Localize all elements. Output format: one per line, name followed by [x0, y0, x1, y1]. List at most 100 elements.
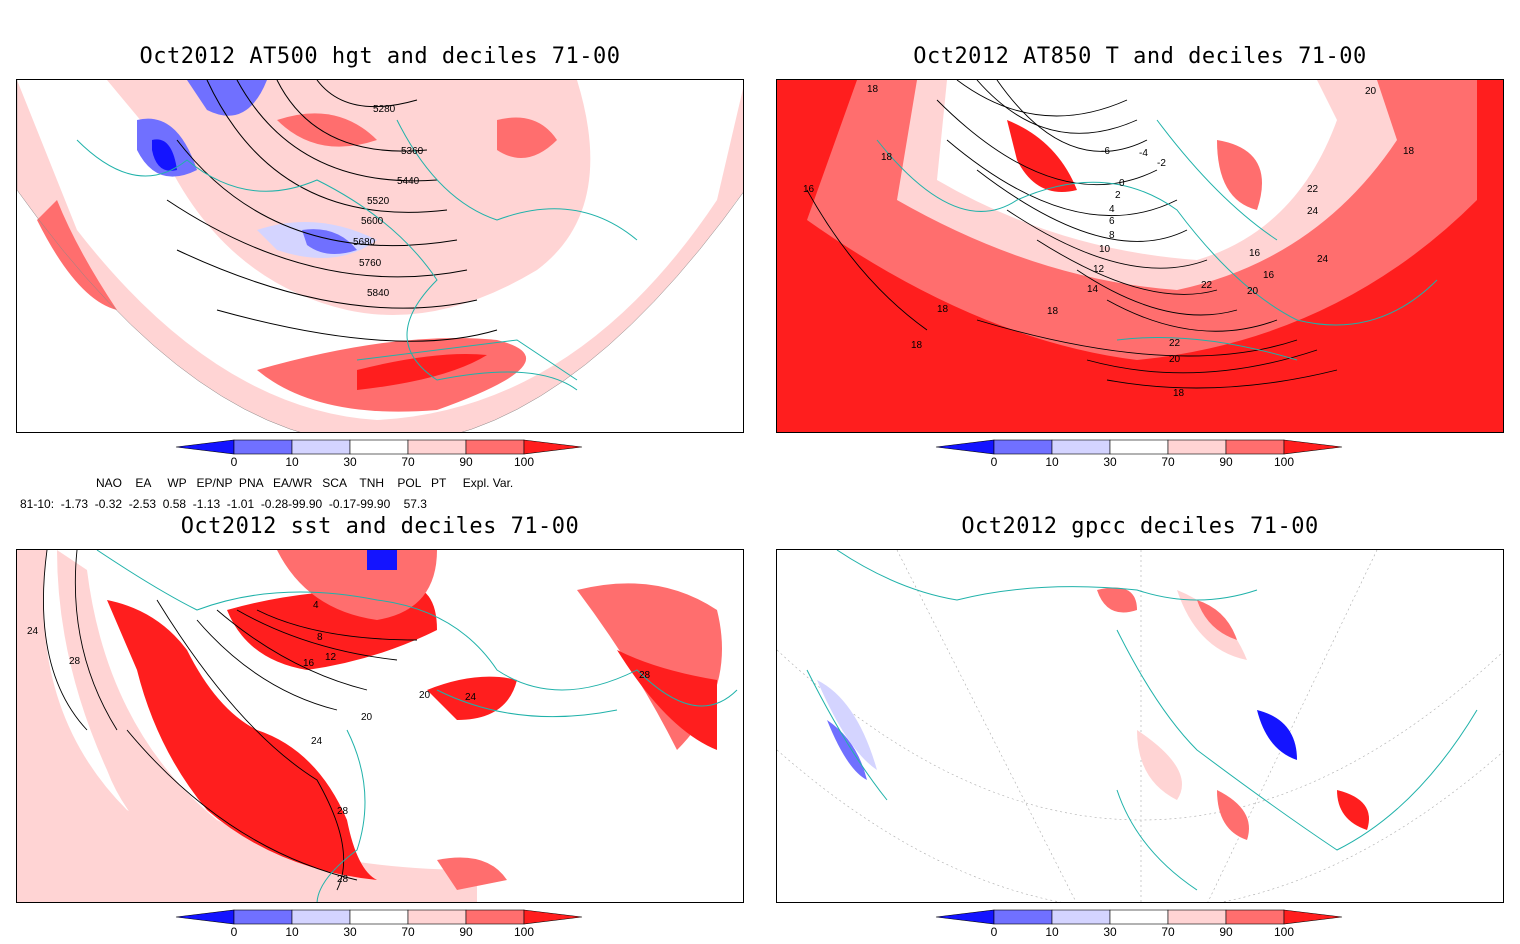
contour-label: 10 — [1099, 244, 1111, 255]
map-panel-gpcc — [776, 549, 1504, 903]
colorbar-swatch — [1283, 909, 1343, 925]
contour-label: 5600 — [361, 216, 384, 227]
contour-label: 20 — [419, 690, 431, 701]
colorbar-swatch — [1051, 909, 1111, 925]
contour-label: 4 — [1109, 204, 1115, 215]
contour-label: 6 — [1109, 216, 1115, 227]
contour-label: 24 — [311, 736, 323, 747]
contour-label: 8 — [317, 632, 323, 643]
contour-label: -6 — [1101, 146, 1110, 157]
contour-label: 22 — [1201, 280, 1213, 291]
contour-label: 12 — [1093, 264, 1105, 275]
colorbar-tick: 90 — [1219, 925, 1233, 939]
colorbar-tick: 0 — [990, 455, 998, 469]
contour-label: 5280 — [373, 104, 396, 115]
colorbar-swatch — [291, 439, 351, 455]
colorbar-swatch — [349, 439, 409, 455]
colorbar-tick: 10 — [285, 925, 299, 939]
colorbar-swatches — [935, 909, 1343, 925]
colorbar-swatch — [233, 439, 293, 455]
colorbar-swatches — [935, 439, 1343, 455]
contour-label: 20 — [1247, 286, 1259, 297]
contour-label: 18 — [937, 304, 949, 315]
colorbar-tick: 30 — [1103, 925, 1117, 939]
contour-label: 24 — [465, 692, 477, 703]
colorbar-tick: 100 — [1273, 455, 1295, 469]
contour-label: 5360 — [401, 146, 424, 157]
colorbar-swatch — [1167, 909, 1227, 925]
contour-label: 18 — [911, 340, 923, 351]
contour-label: 22 — [1169, 338, 1181, 349]
contour-label: 16 — [303, 658, 315, 669]
panel-title-sst: Oct2012 sst and deciles 71-00 — [180, 514, 580, 539]
contour-label: 16 — [803, 184, 815, 195]
colorbar-swatch — [993, 909, 1053, 925]
colorbar-tick: 90 — [459, 925, 473, 939]
colorbar-swatches — [175, 909, 583, 925]
colorbar-tick: 100 — [513, 455, 535, 469]
contour-label: 16 — [1263, 270, 1275, 281]
colorbar-tick: 70 — [1161, 455, 1175, 469]
contour-label: 22 — [1307, 184, 1319, 195]
colorbar-tick: 90 — [459, 455, 473, 469]
contour-label: 28 — [337, 806, 349, 817]
contour-labels: 5280 5360 5440 5520 5600 5680 5760 5840 — [353, 104, 424, 299]
colorbar-tick: 70 — [401, 455, 415, 469]
colorbar-tick: 10 — [1045, 455, 1059, 469]
colorbar-swatch — [523, 439, 583, 455]
colorbar-tick: 10 — [285, 455, 299, 469]
map-gpcc — [777, 550, 1503, 902]
colorbar-swatch — [349, 909, 409, 925]
colorbar-tick: 30 — [343, 925, 357, 939]
contour-label: 16 — [1249, 248, 1261, 259]
colorbar-hgt500: 0 10 30 70 90 100 — [175, 438, 585, 474]
map-sst: 24 28 4 8 12 16 20 24 28 28 20 24 28 — [17, 550, 738, 902]
colorbar-swatch — [523, 909, 583, 925]
contour-label: -2 — [1157, 158, 1166, 169]
map-t850: 18 18 16 18 18 18 -6 -4 -2 0 2 4 6 8 10 … — [777, 80, 1503, 432]
colorbar-sst: 0 10 30 70 90 100 — [175, 908, 585, 944]
contour-label: 28 — [69, 656, 81, 667]
colorbar-tick: 70 — [401, 925, 415, 939]
colorbar-t850: 0 10 30 70 90 100 — [935, 438, 1345, 474]
contour-labels: 18 18 16 18 18 18 -6 -4 -2 0 2 4 6 8 10 … — [803, 84, 1415, 399]
colorbar-swatch — [175, 439, 235, 455]
colorbar-swatch — [935, 909, 995, 925]
colorbar-swatch — [1283, 439, 1343, 455]
panel-title-hgt500: Oct2012 AT500 hgt and deciles 71-00 — [139, 44, 621, 69]
contour-label: -4 — [1139, 148, 1148, 159]
colorbar-gpcc: 0 10 30 70 90 100 — [935, 908, 1345, 944]
colorbar-tick: 30 — [343, 455, 357, 469]
colorbar-swatches — [175, 439, 583, 455]
contour-label: 18 — [867, 84, 879, 95]
contour-label: 12 — [325, 652, 337, 663]
contour-label: 18 — [1403, 146, 1415, 157]
colorbar-swatch — [465, 909, 525, 925]
contour-label: 4 — [313, 600, 319, 611]
panel-title-t850: Oct2012 AT850 T and deciles 71-00 — [913, 44, 1367, 69]
colorbar-tick: 100 — [513, 925, 535, 939]
colorbar-swatch — [1109, 909, 1169, 925]
colorbar-swatch — [1109, 439, 1169, 455]
colorbar-tick: 100 — [1273, 925, 1295, 939]
contour-label: 18 — [1173, 388, 1185, 399]
contour-label: 5440 — [397, 176, 420, 187]
contour-label: 20 — [1365, 86, 1377, 97]
contour-label: 0 — [1119, 178, 1125, 189]
contour-label: 24 — [27, 626, 39, 637]
colorbar-tick: 0 — [230, 925, 238, 939]
panel-title-gpcc: Oct2012 gpcc deciles 71-00 — [961, 514, 1319, 539]
colorbar-swatch — [1051, 439, 1111, 455]
colorbar-swatch — [1225, 439, 1285, 455]
colorbar-tick: 70 — [1161, 925, 1175, 939]
colorbar-tick: 90 — [1219, 455, 1233, 469]
contour-label: 28 — [639, 670, 651, 681]
contour-label: 2 — [1115, 190, 1121, 201]
colorbar-swatch — [407, 909, 467, 925]
colorbar-swatch — [407, 439, 467, 455]
colorbar-tick: 0 — [990, 925, 998, 939]
contour-label: 5680 — [353, 237, 376, 248]
colorbar-swatch — [465, 439, 525, 455]
colorbar-tick: 10 — [1045, 925, 1059, 939]
contour-label: 24 — [1317, 254, 1329, 265]
